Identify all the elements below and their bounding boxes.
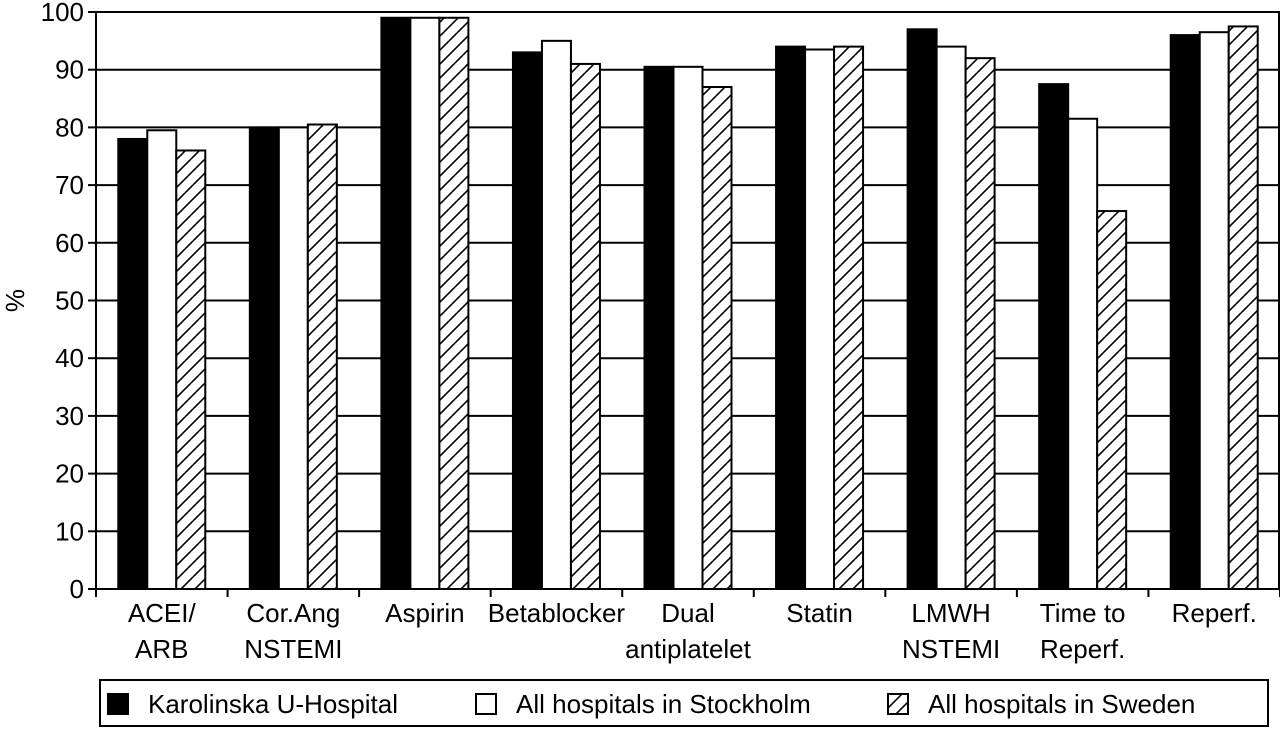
x-category-label: NSTEMI [244,634,342,664]
bar-sweden-0 [175,149,207,590]
bar-sweden-3 [569,62,601,591]
y-tick-label: 0 [70,574,84,604]
x-category-label: NSTEMI [902,634,1000,664]
legend-box [99,679,1269,727]
legend-swatch-0 [107,693,129,715]
bar-sweden-5 [833,45,865,591]
bar-stockholm-1 [277,126,309,591]
x-category-label: Cor.Ang [246,598,340,628]
bar-karolinska-8 [1169,34,1201,590]
x-category-label: Reperf. [1040,634,1125,664]
bar-stockholm-4 [672,65,704,590]
x-category-label: antiplatelet [625,634,752,664]
y-tick-label: 70 [55,170,84,200]
x-category-label: Dual [661,598,714,628]
bar-sweden-1 [306,123,338,590]
bar-sweden-8 [1227,25,1259,591]
bar-sweden-7 [1096,210,1128,590]
bar-stockholm-8 [1198,31,1230,590]
y-tick-label: 30 [55,401,84,431]
bar-stockholm-0 [146,129,178,590]
x-category-label: LMWH [911,598,990,628]
y-tick-label: 60 [55,228,84,258]
bar-stockholm-2 [409,16,441,590]
y-tick-label: 40 [55,343,84,373]
bar-karolinska-1 [248,126,280,591]
bar-stockholm-7 [1067,117,1099,591]
y-tick-label: 50 [55,286,84,316]
bar-karolinska-5 [775,45,807,591]
x-category-label: Reperf. [1172,598,1257,628]
bar-stockholm-3 [540,39,572,591]
x-category-label: ACEI/ [128,598,197,628]
bar-karolinska-2 [380,16,412,590]
legend-swatch-1 [475,693,497,715]
legend-label-1: All hospitals in Stockholm [516,689,811,719]
x-category-label: Aspirin [385,598,464,628]
bars [117,16,1259,591]
y-tick-label: 90 [55,55,84,85]
bar-stockholm-6 [935,45,967,591]
legend: Karolinska U-Hospital All hospitals in St… [99,679,1269,727]
labels: 0 10 20 30 40 50 60 70 80 90 100% ACEI/ARB Cor.Ang NS… [0,0,1257,664]
y-tick-label: 20 [55,459,84,489]
bar-sweden-6 [964,57,996,591]
bar-karolinska-4 [643,65,675,590]
bar-sweden-2 [438,16,470,590]
legend-swatch-2 [887,693,909,715]
legend-label-0: Karolinska U-Hospital [148,689,398,719]
bar-sweden-4 [701,86,733,590]
x-category-label: Statin [786,598,853,628]
bar-karolinska-6 [906,28,938,591]
legend-label-2: All hospitals in Sweden [928,689,1195,719]
bar-karolinska-7 [1038,83,1070,590]
x-category-label: ARB [135,634,188,664]
y-tick-label: 80 [55,112,84,142]
bar-karolinska-3 [511,51,543,590]
axes [88,11,1280,597]
x-category-label: Time to [1040,598,1126,628]
bar-stockholm-5 [804,48,836,590]
y-axis-label: % [0,289,30,312]
x-category-label: Betablocker [488,598,626,628]
bar-karolinska-0 [117,137,149,590]
y-tick-label: 10 [55,516,84,546]
y-tick-label: 100 [41,0,84,27]
